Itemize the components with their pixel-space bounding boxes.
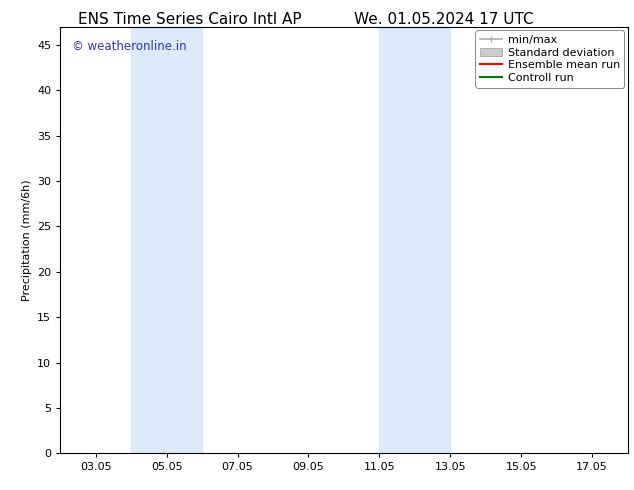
Legend: min/max, Standard deviation, Ensemble mean run, Controll run: min/max, Standard deviation, Ensemble me… (476, 30, 624, 88)
Bar (379, 27, 450, 453)
Y-axis label: Precipitation (mm/6h): Precipitation (mm/6h) (22, 179, 32, 301)
Bar (131, 27, 202, 453)
Text: © weatheronline.in: © weatheronline.in (72, 40, 186, 53)
Text: ENS Time Series Cairo Intl AP: ENS Time Series Cairo Intl AP (79, 12, 302, 27)
Text: We. 01.05.2024 17 UTC: We. 01.05.2024 17 UTC (354, 12, 534, 27)
